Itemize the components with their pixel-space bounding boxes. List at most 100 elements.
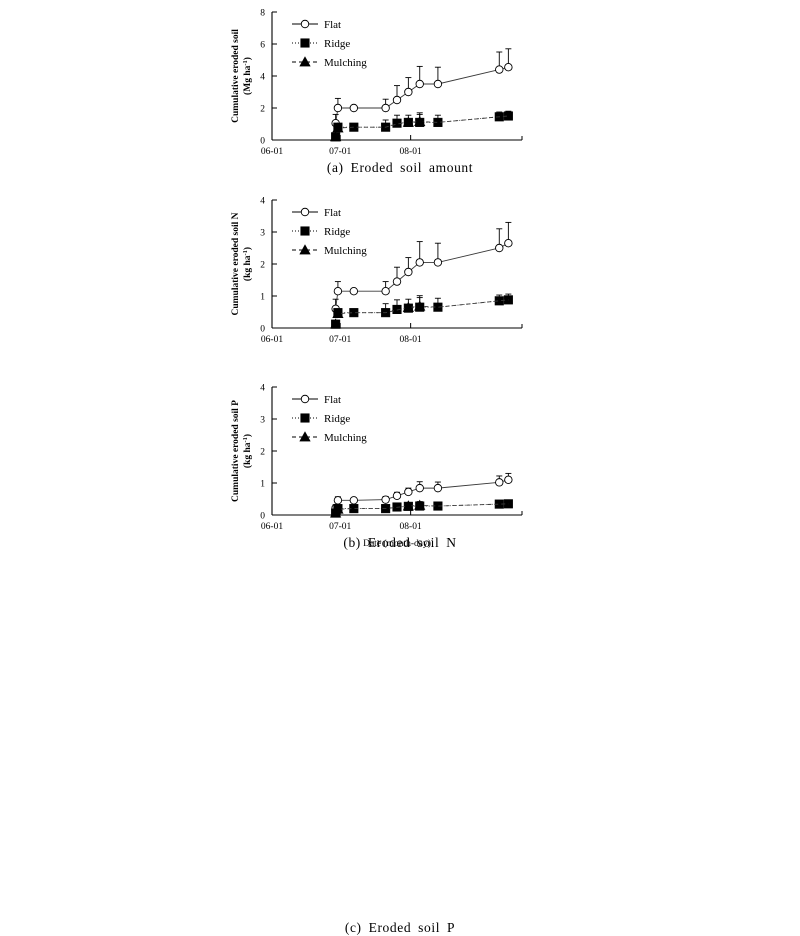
data-point-open-circle xyxy=(392,95,402,105)
chart-panel-c: 0 1 2 3 4 06-01 07-01 08-01 Cumulative eroded so… xyxy=(0,375,800,935)
y-axis-units-exponent: -1 xyxy=(242,437,249,442)
chart-a-svg: 0 2 4 6 8 06-01 07-01 08-01 Cumulative eroded so… xyxy=(231,8,523,157)
data-point-open-circle xyxy=(349,103,359,113)
x-tick-label: 07-01 xyxy=(329,522,351,532)
legend-label-mulching: Mulching xyxy=(324,57,367,69)
data-point-filled-triangle xyxy=(329,318,342,329)
y-tick-label: 3 xyxy=(260,415,265,425)
data-point-open-circle xyxy=(381,287,390,296)
data-point-open-circle xyxy=(495,65,504,74)
legend-label-ridge: Ridge xyxy=(324,226,350,238)
data-point-filled-triangle xyxy=(402,116,415,127)
y-axis-units-exponent: -1 xyxy=(242,60,249,65)
data-point-open-circle xyxy=(349,496,359,505)
data-point-filled-square xyxy=(300,413,310,423)
y-axis-units-base: (kg ha xyxy=(242,442,253,468)
data-point-open-circle xyxy=(504,239,513,248)
data-point-open-circle xyxy=(349,287,359,296)
legend-label-flat: Flat xyxy=(324,394,341,406)
data-point-filled-triangle xyxy=(332,307,344,319)
x-tick-label: 06-01 xyxy=(261,335,283,345)
legend-label-mulching: Mulching xyxy=(324,245,367,257)
data-point-open-circle xyxy=(392,277,402,286)
chart-panel-a: 0 2 4 6 8 06-01 07-01 08-01 Cumulative eroded so… xyxy=(0,0,800,190)
x-tick-label: 07-01 xyxy=(329,335,351,345)
series-line-mulching xyxy=(335,299,509,325)
y-axis-units-tail: ) xyxy=(242,247,253,250)
y-tick-label: 1 xyxy=(260,479,265,489)
legend-label-ridge: Ridge xyxy=(324,38,350,50)
data-point-open-circle xyxy=(333,103,343,113)
data-point-open-circle xyxy=(392,491,402,500)
y-tick-label: 6 xyxy=(260,40,265,50)
data-point-open-circle xyxy=(433,79,443,89)
series-line-flat xyxy=(335,242,509,309)
data-point-open-circle xyxy=(333,287,343,296)
data-point-open-circle xyxy=(404,87,413,97)
x-tick-label: 06-01 xyxy=(261,522,283,532)
data-point-filled-square xyxy=(392,304,402,314)
y-tick-label: 2 xyxy=(260,260,265,270)
legend-label-ridge: Ridge xyxy=(324,413,350,425)
y-axis-title: Cumulative eroded soil P xyxy=(231,400,241,502)
data-point-open-circle xyxy=(504,63,513,72)
data-point-filled-triangle xyxy=(402,301,415,312)
x-tick-label: 08-01 xyxy=(400,147,422,157)
y-tick-label: 4 xyxy=(260,72,265,82)
y-tick-label: 0 xyxy=(260,136,265,146)
data-point-open-circle xyxy=(404,487,413,497)
panel-b-caption: (b) Eroded soil N xyxy=(343,535,457,550)
data-point-open-circle xyxy=(381,103,390,113)
x-tick-label: 08-01 xyxy=(400,335,422,345)
data-point-filled-triangle xyxy=(329,131,342,142)
panel-a-caption: (a) Eroded soil amount xyxy=(326,160,474,175)
data-point-open-circle xyxy=(300,394,310,404)
chart-c-svg: 0 1 2 3 4 06-01 07-01 08-01 Cumulative eroded so… xyxy=(231,383,523,549)
data-point-open-circle xyxy=(504,475,513,484)
legend-label-flat: Flat xyxy=(324,19,341,31)
data-point-filled-triangle xyxy=(414,300,426,311)
data-point-filled-triangle xyxy=(402,500,415,511)
data-point-filled-triangle xyxy=(332,122,344,133)
y-tick-label: 0 xyxy=(260,324,265,334)
legend-label-mulching: Mulching xyxy=(324,432,367,444)
series-line-flat xyxy=(335,479,509,509)
data-point-filled-square xyxy=(503,499,513,509)
panel-c-caption: (c) Eroded soil P xyxy=(344,920,456,935)
chart-b-svg: 0 1 2 3 4 06-01 07-01 08-01 Cumulative eroded so… xyxy=(231,196,523,345)
y-tick-label: 0 xyxy=(260,511,265,521)
x-tick-label: 06-01 xyxy=(261,147,283,157)
data-point-filled-triangle xyxy=(414,499,426,510)
legend-label-flat: Flat xyxy=(324,207,341,219)
x-tick-label: 08-01 xyxy=(400,522,422,532)
data-point-open-circle xyxy=(433,483,443,493)
chart-panel-b: 0 1 2 3 4 06-01 07-01 08-01 Cumulative eroded so… xyxy=(0,188,800,550)
x-axis-title: Date (month-day) xyxy=(363,538,431,549)
y-tick-label: 2 xyxy=(260,447,265,457)
data-point-filled-triangle xyxy=(332,503,344,514)
data-point-open-circle xyxy=(300,207,310,217)
x-tick-label: 07-01 xyxy=(329,147,351,157)
y-axis-units-base: (kg ha xyxy=(242,255,253,281)
series-line-flat xyxy=(335,66,509,124)
y-axis-units-tail: ) xyxy=(242,57,253,60)
y-axis-units-tail: ) xyxy=(242,434,253,437)
data-point-filled-triangle xyxy=(414,115,426,127)
data-point-filled-triangle xyxy=(299,244,311,255)
y-axis-units-base: (Mg ha xyxy=(242,65,253,95)
data-point-filled-square xyxy=(300,226,310,236)
data-point-open-circle xyxy=(433,258,443,267)
y-tick-label: 4 xyxy=(260,383,265,393)
data-point-filled-triangle xyxy=(299,431,311,442)
y-axis-title: Cumulative eroded soil xyxy=(231,29,241,123)
series-line-mulching xyxy=(335,115,509,137)
data-point-open-circle xyxy=(300,19,310,29)
data-point-open-circle xyxy=(333,496,343,505)
data-point-open-circle xyxy=(495,478,504,487)
y-tick-label: 3 xyxy=(260,228,265,238)
y-tick-label: 8 xyxy=(260,8,265,18)
data-point-open-circle xyxy=(381,495,390,504)
y-axis-units: (Mg ha-1) xyxy=(242,57,253,95)
data-point-open-circle xyxy=(404,267,413,277)
y-tick-label: 4 xyxy=(260,196,265,206)
